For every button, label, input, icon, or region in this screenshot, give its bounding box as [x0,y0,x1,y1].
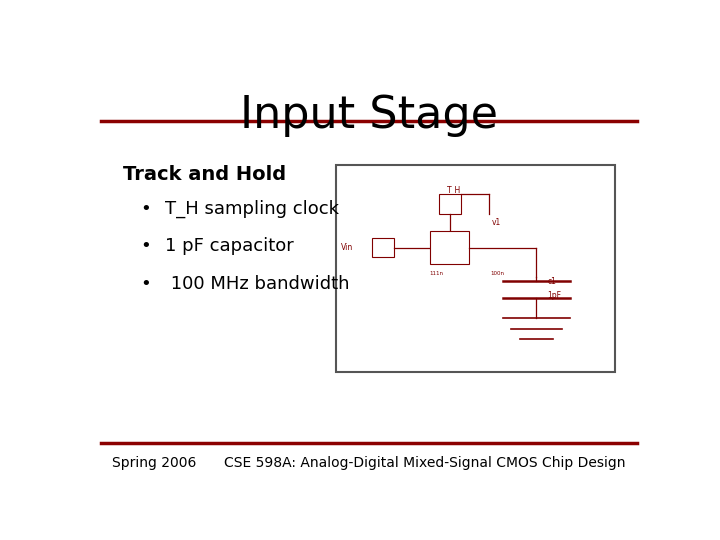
Text: CSE 598A: Analog-Digital Mixed-Signal CMOS Chip Design: CSE 598A: Analog-Digital Mixed-Signal CM… [224,456,626,470]
Bar [438,194,461,214]
Text: •: • [140,238,151,255]
Text: T_H: T_H [447,185,462,194]
Text: Spring 2006: Spring 2006 [112,456,197,470]
Bar [336,165,615,373]
Text: 1 pF capacitor: 1 pF capacitor [166,238,294,255]
Bar [431,231,469,265]
Bar [372,238,394,257]
Text: 1pF: 1pF [548,291,562,300]
Text: 100 MHz bandwidth: 100 MHz bandwidth [166,275,350,293]
Text: v1: v1 [492,218,501,227]
Text: T_H sampling clock: T_H sampling clock [166,200,339,218]
Text: Vin: Vin [341,243,354,252]
Text: 111n: 111n [429,271,443,275]
Text: •: • [140,275,151,293]
Text: Input Stage: Input Stage [240,94,498,137]
Text: •: • [140,200,151,218]
Text: c1: c1 [548,276,557,286]
Text: Track and Hold: Track and Hold [124,165,287,184]
Text: 100n: 100n [490,271,504,275]
